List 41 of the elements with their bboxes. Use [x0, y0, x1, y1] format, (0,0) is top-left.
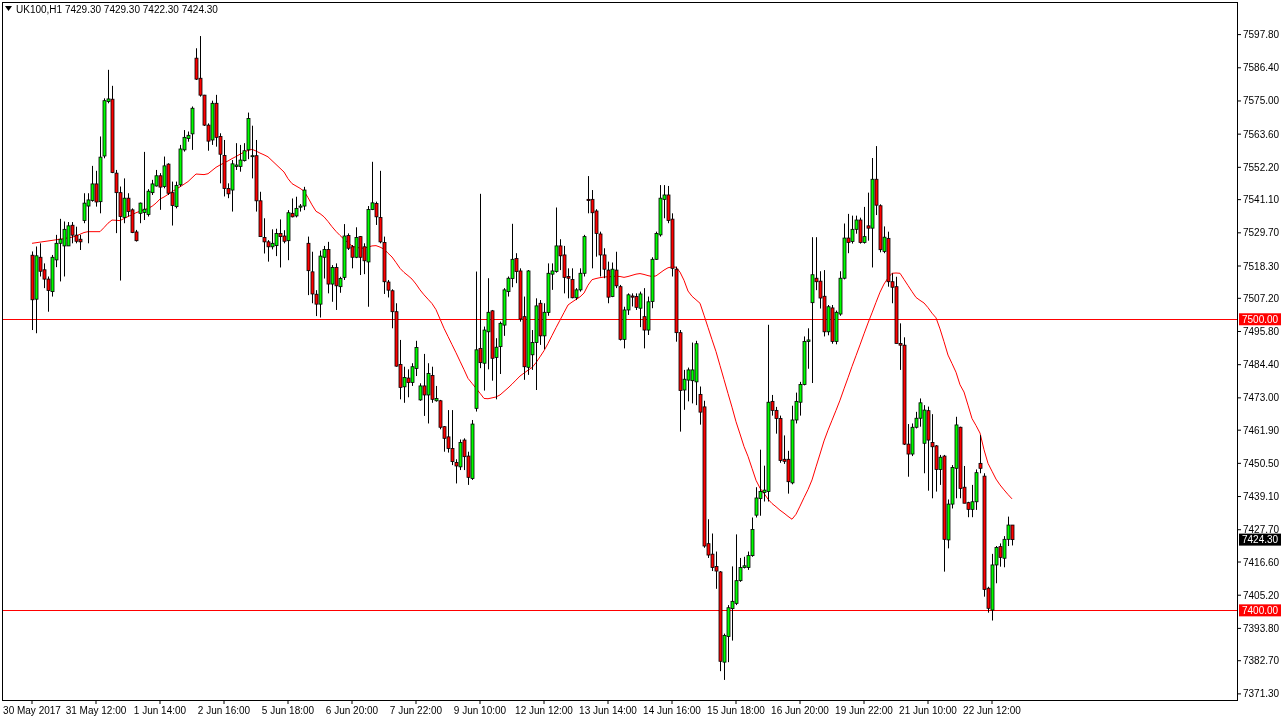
y-tick-label: 7439.10 [1243, 491, 1280, 503]
x-tick-label: 2 Jun 16:00 [197, 705, 251, 716]
x-tick-label: 16 Jun 20:00 [771, 705, 830, 716]
text: 7424.30 [1242, 534, 1279, 546]
y-tick-label: 7484.40 [1243, 359, 1280, 371]
y-tick-label: 7541.10 [1243, 194, 1280, 206]
chart-title: UK100,H1 7429.30 7429.30 7422.30 7424.30 [16, 4, 219, 15]
y-tick-label: 7450.50 [1243, 457, 1280, 469]
x-tick-label: 21 Jun 10:00 [899, 705, 958, 716]
y-tick-label: 7382.70 [1243, 655, 1280, 667]
y-tick-label: 7575.00 [1243, 95, 1280, 107]
x-tick-label: 22 Jun 12:00 [963, 705, 1022, 716]
x-tick-label: 13 Jun 14:00 [579, 705, 638, 716]
y-tick-label: 7586.40 [1243, 62, 1280, 74]
x-tick-label: 15 Jun 18:00 [707, 705, 766, 716]
y-tick-label: 7597.80 [1243, 29, 1280, 41]
ref-line-label: 7400.00 [1242, 604, 1279, 616]
x-tick-label: 14 Jun 16:00 [643, 705, 702, 716]
x-tick-label: 12 Jun 12:00 [515, 705, 574, 716]
y-tick-label: 7461.90 [1243, 424, 1280, 436]
y-tick-label: 7371.30 [1243, 688, 1280, 700]
y-tick-label: 7393.80 [1243, 622, 1280, 634]
x-tick-label: 30 May 2017 [3, 705, 62, 716]
x-tick-label: 9 Jun 10:00 [453, 705, 507, 716]
y-tick-label: 7495.80 [1243, 326, 1280, 337]
y-tick-label: 7416.60 [1243, 556, 1280, 568]
y-tick-label: 7473.00 [1243, 392, 1280, 404]
y-tick-label: 7529.70 [1243, 227, 1280, 239]
y-tick-label: 7405.20 [1243, 589, 1280, 601]
y-tick-label: 7563.60 [1243, 128, 1280, 140]
x-tick-label: 6 Jun 20:00 [325, 705, 379, 716]
y-tick-label: 7507.20 [1243, 292, 1280, 304]
x-tick-label: 5 Jun 18:00 [261, 705, 315, 716]
x-tick-label: 19 Jun 22:00 [835, 705, 894, 716]
y-tick-label: 7518.30 [1243, 260, 1280, 272]
ref-line-label: 7500.00 [1242, 313, 1279, 325]
y-tick-label: 7427.70 [1243, 524, 1280, 536]
y-tick-label: 7552.20 [1243, 161, 1280, 173]
x-tick-label: 31 May 12:00 [65, 705, 127, 716]
x-tick-label: 7 Jun 22:00 [389, 705, 443, 716]
x-tick-label: 1 Jun 14:00 [133, 705, 187, 716]
